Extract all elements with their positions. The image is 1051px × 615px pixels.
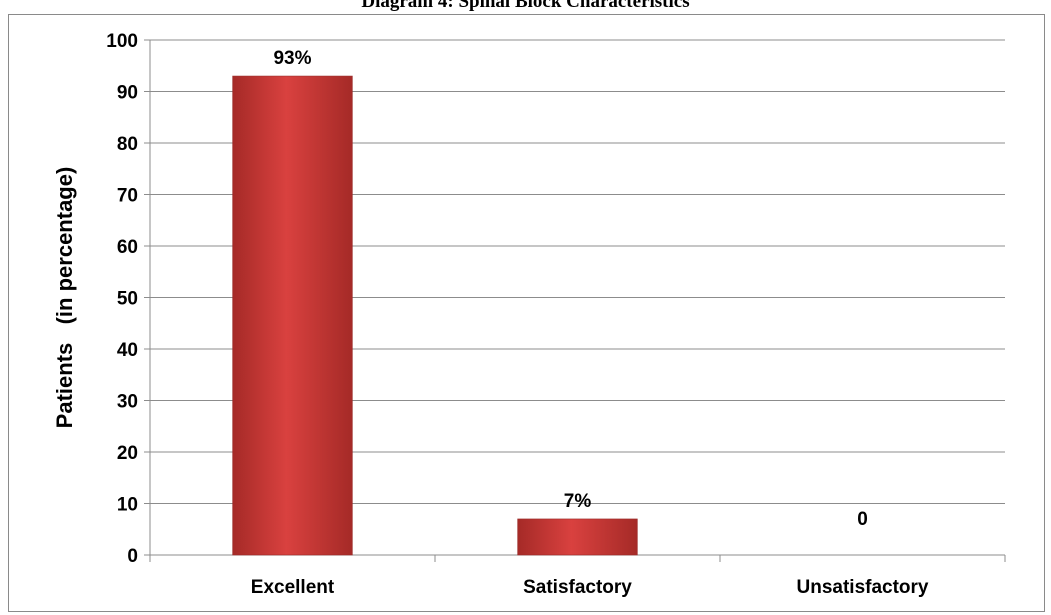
chart-title: Diagram 4: Spinal Block Characteristics <box>361 0 690 12</box>
y-tick-label: 0 <box>127 546 138 567</box>
y-axis-title: Patients (in percentage) <box>52 167 77 429</box>
y-tick-label: 80 <box>117 134 138 155</box>
labels: 0 10 20 30 40 50 60 70 80 90 100 93% Excellent 7% Sati… <box>106 31 929 598</box>
y-tick-label: 10 <box>117 495 138 516</box>
chart-frame <box>8 14 1045 612</box>
y-tick-label: 100 <box>106 31 138 52</box>
y-tick-label: 70 <box>117 186 138 207</box>
x-category-label: Satisfactory <box>523 577 632 598</box>
data-label: 93% <box>273 48 311 69</box>
bars <box>232 75 638 556</box>
data-label: 0 <box>857 509 868 530</box>
y-tick-label: 40 <box>117 340 138 361</box>
y-tick-label: 60 <box>117 237 138 258</box>
y-tick-label: 90 <box>117 83 138 104</box>
y-tick-label: 30 <box>117 392 138 413</box>
bar-satisfactory <box>517 518 638 556</box>
y-tick-label: 50 <box>117 289 138 310</box>
x-category-label: Unsatisfactory <box>797 577 929 598</box>
x-category-label: Excellent <box>251 577 335 598</box>
data-label: 7% <box>564 491 592 512</box>
bar-excellent <box>232 75 353 556</box>
y-tick-label: 20 <box>117 443 138 464</box>
